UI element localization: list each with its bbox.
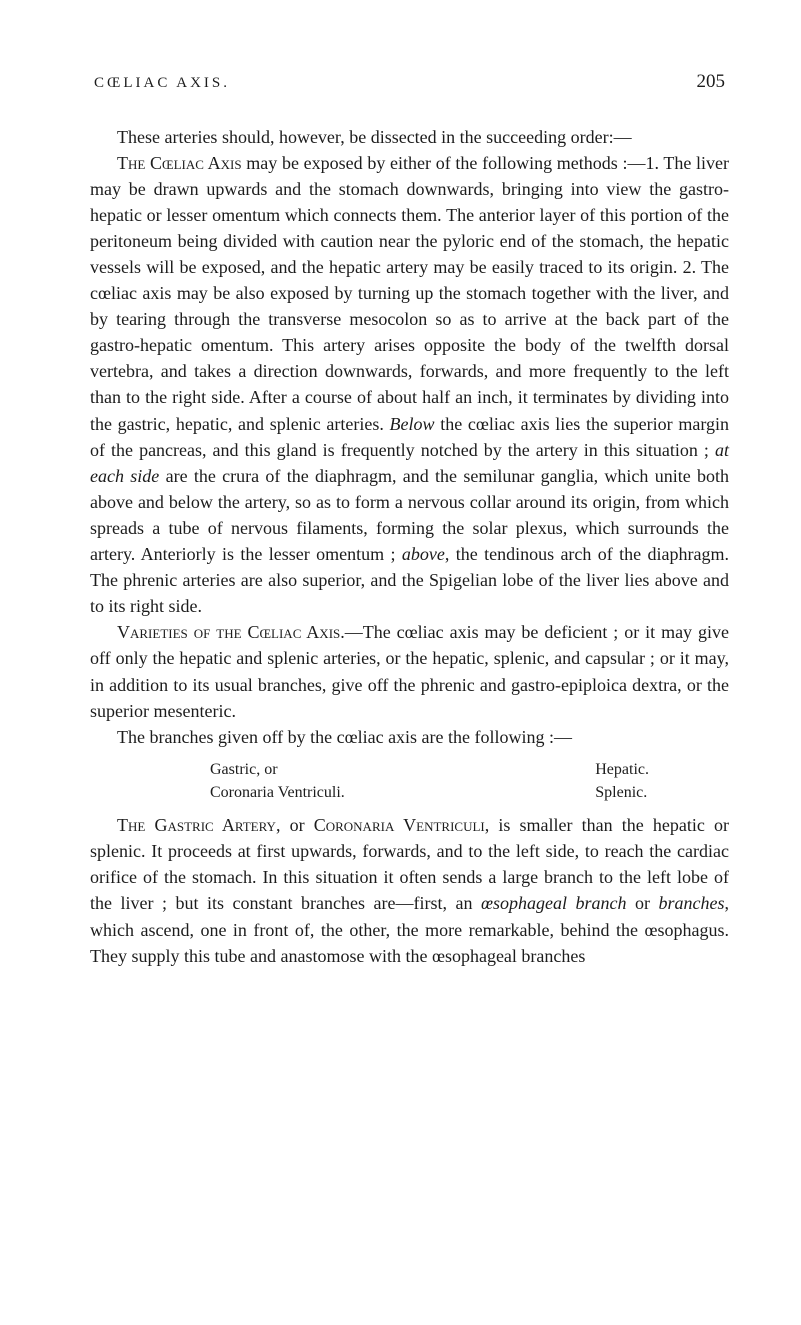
italic-above: above xyxy=(402,544,445,564)
branch-item: Splenic. xyxy=(595,781,649,804)
branch-item: Gastric, or xyxy=(210,758,345,781)
paragraph-branches-intro: The branches given off by the cœliac axi… xyxy=(90,724,729,750)
branch-item: Coronaria Ventriculi. xyxy=(210,781,345,804)
page-number: 205 xyxy=(697,68,726,96)
text: The branches given off by the cœliac axi… xyxy=(117,727,572,747)
italic-oesophageal-branch: œsophageal branch xyxy=(481,893,627,913)
text: or xyxy=(280,815,313,835)
branches-right: Hepatic. Splenic. xyxy=(595,758,649,804)
text: These arteries should, however, be disse… xyxy=(117,127,632,147)
text: or xyxy=(626,893,658,913)
text: may be exposed by either of the followin… xyxy=(90,153,729,434)
section-heading: Varieties of the Cœliac Axis. xyxy=(117,622,345,642)
section-heading: Coronaria Ventriculi, xyxy=(314,815,490,835)
paragraph-coeliac-axis: The Cœliac Axis may be exposed by either… xyxy=(90,150,729,620)
page-header: CŒLIAC AXIS. 205 xyxy=(90,68,729,96)
branch-item: Hepatic. xyxy=(595,758,649,781)
page: CŒLIAC AXIS. 205 These arteries should, … xyxy=(0,0,801,1325)
section-heading: The Cœliac Axis xyxy=(117,153,242,173)
paragraph-gastric-artery: The Gastric Artery, or Coronaria Ventric… xyxy=(90,812,729,969)
branches-left: Gastric, or Coronaria Ventriculi. xyxy=(210,758,345,804)
section-heading: The Gastric Artery, xyxy=(117,815,280,835)
italic-branches: branches xyxy=(659,893,725,913)
branches-row: Gastric, or Coronaria Ventriculi. Hepati… xyxy=(210,758,649,804)
running-title: CŒLIAC AXIS. xyxy=(94,73,230,95)
paragraph-varieties: Varieties of the Cœliac Axis.—The cœliac… xyxy=(90,619,729,723)
paragraph-intro: These arteries should, however, be disse… xyxy=(90,124,729,150)
italic-below: Below xyxy=(390,414,435,434)
